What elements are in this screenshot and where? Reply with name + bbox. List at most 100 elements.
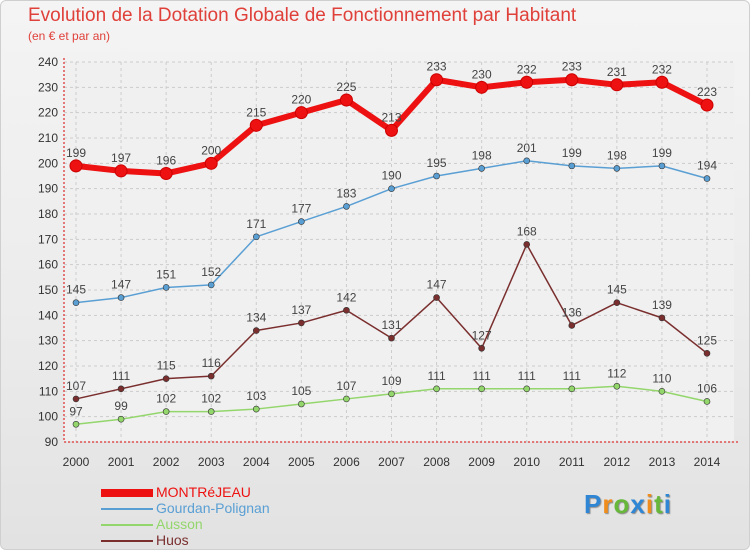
legend-swatch — [101, 524, 153, 526]
x-tick-label: 2005 — [288, 455, 315, 469]
legend-item: Gourdan-Polignan — [101, 500, 361, 517]
data-label: 136 — [562, 305, 582, 319]
data-point — [568, 385, 576, 393]
data-point — [72, 299, 80, 306]
data-label: 131 — [381, 318, 401, 332]
data-point — [343, 395, 350, 403]
data-label: 194 — [697, 159, 717, 173]
data-point — [385, 123, 398, 137]
data-point — [475, 80, 489, 94]
data-point — [159, 166, 173, 180]
y-tick-label: 200 — [38, 156, 58, 170]
data-point — [703, 175, 711, 182]
x-tick-label: 2008 — [423, 455, 450, 469]
data-label: 109 — [381, 374, 401, 388]
data-label: 107 — [66, 379, 86, 393]
data-label: 196 — [156, 153, 176, 167]
chart-subtitle: (en € et par an) — [28, 29, 111, 43]
data-point — [613, 299, 621, 306]
data-point — [433, 385, 440, 393]
legend-item: Huos — [101, 532, 361, 549]
data-label: 111 — [473, 369, 492, 383]
data-point — [249, 118, 263, 132]
y-tick-label: 120 — [38, 359, 58, 373]
y-tick-label: 100 — [38, 410, 58, 424]
data-point — [703, 350, 711, 357]
data-point — [565, 73, 579, 87]
data-point — [658, 314, 666, 322]
data-label: 115 — [157, 359, 176, 373]
data-point — [658, 162, 666, 170]
data-point — [658, 388, 666, 395]
data-label: 106 — [697, 381, 717, 395]
data-label: 199 — [66, 146, 86, 160]
data-label: 230 — [472, 67, 492, 81]
data-label: 139 — [652, 298, 672, 312]
data-label: 197 — [111, 151, 131, 165]
legend-label: MONTRéJEAU — [156, 484, 251, 500]
x-tick-label: 2001 — [108, 455, 135, 469]
logo-letter: P — [584, 489, 603, 519]
data-label: 198 — [607, 148, 627, 162]
data-point — [207, 372, 215, 380]
data-point — [430, 73, 444, 87]
legend-swatch — [101, 540, 153, 542]
legend-swatch — [101, 489, 153, 497]
y-tick-label: 130 — [38, 334, 58, 348]
data-label: 99 — [114, 399, 128, 413]
data-label: 145 — [66, 283, 86, 297]
logo-letter: x — [630, 489, 646, 519]
legend-label: Ausson — [156, 516, 203, 532]
data-label: 147 — [427, 278, 447, 292]
x-tick-label: 2009 — [468, 455, 495, 469]
data-point — [388, 334, 395, 342]
data-point — [294, 106, 308, 120]
logo-letter: t — [654, 489, 664, 519]
data-point — [117, 385, 125, 393]
x-tick-label: 2003 — [198, 455, 225, 469]
data-point — [162, 284, 170, 291]
x-tick-label: 2014 — [694, 455, 721, 469]
data-label: 201 — [517, 141, 537, 155]
data-label: 145 — [607, 283, 627, 297]
data-label: 232 — [517, 62, 537, 76]
data-label: 231 — [607, 65, 627, 79]
data-label: 134 — [246, 311, 266, 325]
data-label: 215 — [246, 105, 266, 119]
y-tick-label: 190 — [38, 182, 58, 196]
data-label: 225 — [336, 80, 356, 94]
data-point — [388, 390, 395, 398]
data-label: 199 — [652, 146, 672, 160]
proxiti-logo: Proxiti — [584, 489, 672, 520]
data-label: 142 — [336, 290, 356, 304]
x-tick-label: 2010 — [513, 455, 540, 469]
data-point — [700, 98, 714, 112]
data-label: 220 — [291, 93, 311, 107]
data-label: 200 — [201, 143, 221, 157]
y-tick-label: 150 — [38, 283, 58, 297]
y-tick-label: 180 — [38, 207, 58, 221]
data-point — [520, 75, 534, 89]
data-point — [298, 319, 305, 327]
data-point — [523, 241, 531, 248]
data-label: 105 — [291, 384, 311, 398]
x-tick-label: 2000 — [63, 455, 90, 469]
data-label: 102 — [201, 392, 221, 406]
x-tick-label: 2013 — [649, 455, 676, 469]
data-label: 152 — [201, 265, 221, 279]
data-point — [343, 203, 350, 210]
data-label: 127 — [472, 328, 492, 342]
legend-swatch — [101, 508, 153, 510]
data-point — [478, 385, 485, 393]
data-label: 103 — [246, 389, 266, 403]
y-tick-label: 170 — [38, 232, 58, 246]
data-point — [523, 385, 531, 393]
data-label: 233 — [427, 60, 447, 74]
data-point — [478, 344, 485, 352]
legend-label: Gourdan-Polignan — [156, 500, 270, 516]
data-point — [117, 294, 125, 301]
data-label: 213 — [381, 110, 401, 124]
data-label: 168 — [517, 224, 537, 238]
